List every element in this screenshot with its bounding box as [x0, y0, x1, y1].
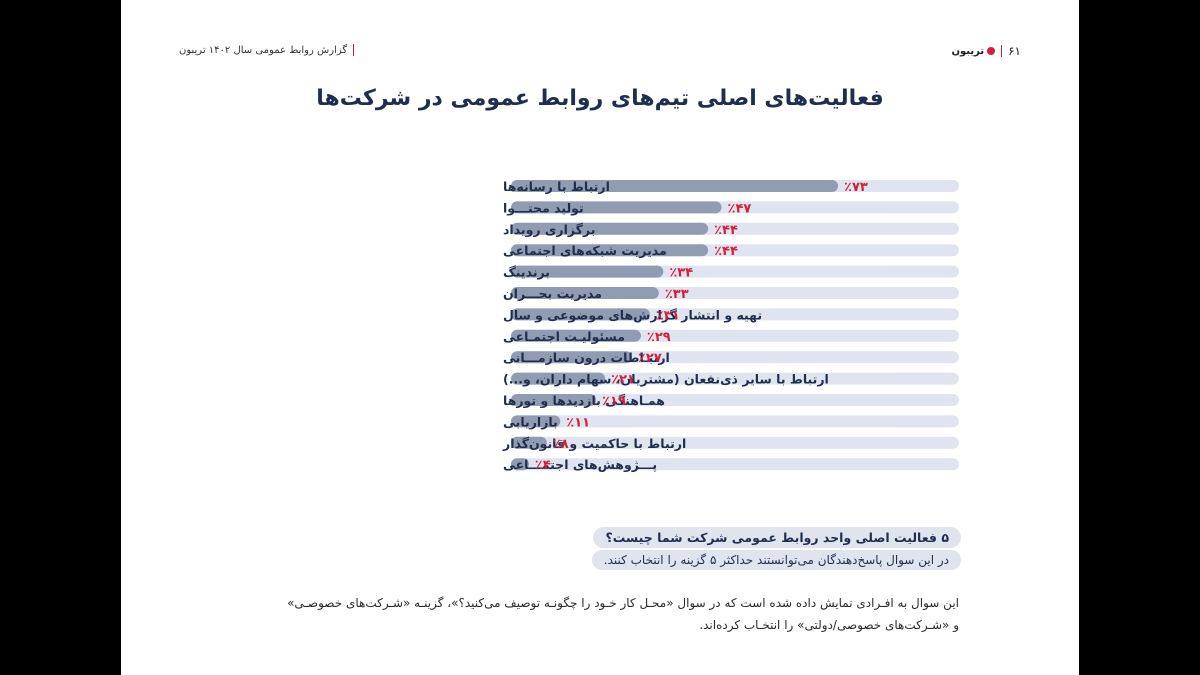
page-header-brand: تریبون ۶۱: [951, 44, 1021, 58]
value-label: ٪۲۷: [638, 351, 662, 366]
value-label: ٪۳۴: [669, 266, 693, 281]
category-label: ارتباط با حاکمیت و قانون‌گذار: [502, 436, 686, 451]
value-label: ٪۴: [535, 458, 551, 473]
report-header: گزارش روابط عمومی سال ۱۴۰۲ تریبون: [179, 44, 355, 56]
bar: [511, 394, 597, 406]
category-label: مدیریت بحـــران: [503, 286, 602, 301]
category-label: برندینگ: [503, 265, 550, 280]
value-label: ٪۳۱: [656, 308, 680, 323]
category-label: مسئولیـت اجتمـاعی: [503, 329, 625, 344]
footnote-line-2: و «شـرکت‌های خصوصی/دولتی» را انتخـاب کرد…: [699, 618, 959, 632]
bar: [511, 458, 529, 471]
bar: [511, 436, 547, 449]
bar-track: [511, 436, 959, 449]
report-title: گزارش روابط عمومی سال ۱۴۰۲ تریبون: [179, 44, 348, 56]
brand-dot-icon: [987, 47, 996, 55]
bar-chart: ارتباط با رسانه‌ها ٪۷۳ تولید محتـــوا ٪۴۷ بر…: [502, 179, 959, 473]
value-label: ٪۳۳: [665, 287, 689, 302]
value-label: ٪۴۴: [714, 223, 738, 238]
bar: [511, 201, 722, 214]
bar: [511, 244, 709, 257]
value-label: ٪۴۴: [714, 244, 738, 259]
value-label: ٪۲۱: [611, 373, 635, 388]
page-number: ۶۱: [1008, 44, 1021, 58]
bar: [511, 287, 659, 299]
bar-track: [511, 394, 959, 406]
header-divider-right: [1001, 45, 1003, 57]
bar: [511, 351, 632, 364]
header-divider: [353, 44, 355, 56]
value-label: ٪۴۷: [728, 201, 752, 216]
bar: [511, 415, 561, 428]
bar: [511, 265, 664, 278]
bar: [511, 180, 839, 192]
brand-name: تریبون: [951, 45, 985, 57]
category-label: ارتباط با رسانه‌ها: [503, 179, 610, 194]
category-label: برگزاری رویداد: [503, 222, 595, 237]
bar: [511, 222, 709, 235]
value-label: ٪۲۹: [647, 330, 671, 345]
footnote-line-1: این سوال به افـرادی نمایش داده شده است ک…: [287, 596, 959, 610]
footnote: این سوال به افـرادی نمایش داده شده است ک…: [199, 592, 959, 636]
category-label: بازاریابی: [503, 414, 558, 429]
chart-title: فعالیت‌های اصلی تیم‌های روابط عمومی در ش…: [316, 86, 884, 111]
value-label: ٪۱۹: [602, 394, 626, 409]
bar: [511, 308, 650, 321]
survey-question: ۵ فعالیت اصلی واحد روابط عمومی شرکت شما …: [593, 527, 961, 548]
survey-instruction: در این سوال پاسخ‌دهندگان می‌توانستند حدا…: [591, 550, 961, 570]
value-label: ٪۷۳: [844, 180, 868, 195]
category-label: ارتبـاطات درون سازمـــانی: [503, 350, 670, 365]
category-label: تهیه و انتشار گزارش‌های موضوعی و سال: [503, 307, 762, 322]
bar-track: [511, 415, 959, 428]
brand-logo: تریبون: [951, 45, 996, 57]
category-label: تولید محتـــوا: [503, 200, 584, 215]
category-label: مدیریت شبکه‌های اجتماعی: [503, 243, 667, 258]
report-page: گزارش روابط عمومی سال ۱۴۰۲ تریبون تریبون…: [121, 0, 1079, 675]
bar-track: [511, 372, 959, 385]
category-label: ارتباط با سایر ذی‌نفعان (مشتریان، سهام د…: [503, 372, 829, 388]
bar: [511, 372, 606, 385]
bar-track: [511, 458, 959, 471]
bar: [511, 329, 641, 342]
category-label: پـــژوهش‌های اجتمـــاعی: [503, 457, 657, 472]
category-label: همـاهنگی بازدیدها و تورها: [503, 393, 665, 408]
value-label: ٪۸: [553, 437, 569, 452]
value-label: ٪۱۱: [566, 415, 590, 430]
